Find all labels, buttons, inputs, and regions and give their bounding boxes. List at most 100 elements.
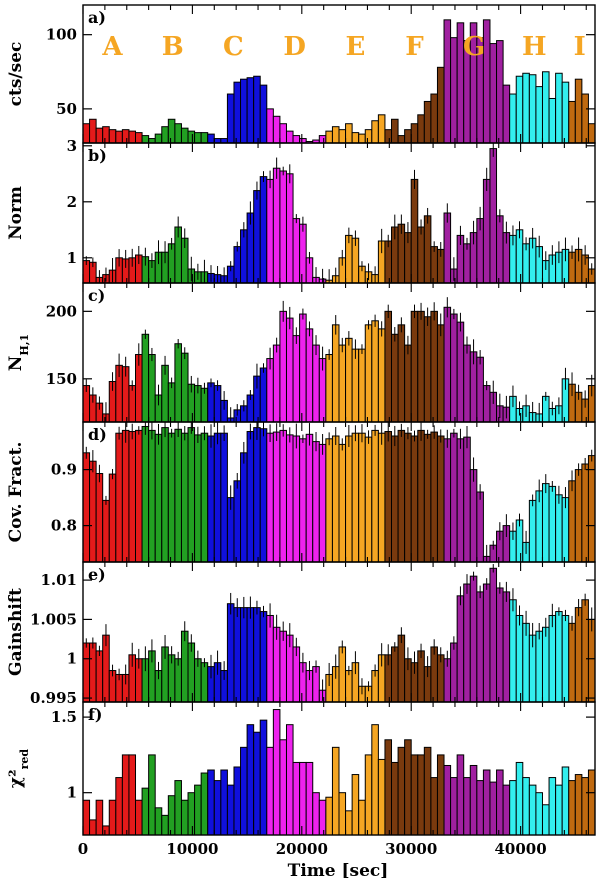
bar [233, 766, 242, 836]
bar [541, 483, 550, 563]
y-tick-label: 3 [67, 137, 77, 155]
bar [128, 754, 137, 836]
segment-label-C: C [223, 32, 244, 62]
bar [574, 774, 583, 836]
bar [443, 19, 452, 144]
bar [555, 494, 563, 563]
y-tick-label: 2 [67, 193, 77, 211]
bar [325, 796, 333, 836]
bar [404, 739, 412, 836]
y-axis-title: cts/sec [6, 42, 26, 107]
segment-label-D: D [283, 32, 306, 62]
x-tick-label: 0 [78, 840, 88, 858]
bar [285, 317, 294, 423]
bar [89, 118, 97, 144]
bar [450, 37, 458, 144]
bar [200, 662, 209, 703]
bar [548, 485, 557, 563]
bar [351, 132, 360, 144]
bar [489, 148, 498, 284]
bar [581, 93, 589, 144]
bar [345, 670, 353, 703]
bar [489, 567, 498, 703]
bar [535, 86, 543, 144]
panel-label: f) [88, 705, 102, 724]
bar [391, 761, 399, 836]
bar [397, 429, 406, 563]
bar [463, 583, 471, 703]
bar [246, 724, 255, 836]
bar [213, 780, 222, 836]
bar [469, 469, 478, 563]
bar [397, 634, 406, 703]
bar [502, 784, 511, 836]
bar [240, 746, 248, 836]
bar [272, 431, 281, 563]
bar [436, 435, 445, 563]
panel-label: e) [88, 565, 106, 584]
bar [450, 642, 458, 703]
bar [568, 480, 576, 563]
bar [502, 591, 511, 703]
bar [325, 354, 333, 423]
bar [266, 178, 274, 284]
bar [318, 443, 327, 563]
bar [95, 127, 104, 144]
bar [141, 787, 150, 836]
bar [397, 324, 406, 423]
bar [240, 452, 248, 563]
error-bars-e [85, 564, 593, 701]
bar [482, 769, 491, 836]
bar [417, 226, 425, 284]
bar [410, 754, 419, 836]
bar [331, 435, 340, 563]
bar [417, 310, 425, 423]
bar [463, 777, 471, 836]
bar [200, 432, 209, 563]
error-bars-d [85, 422, 593, 562]
panel-c: 150 200 c) NH,1 [6, 282, 596, 423]
bar [102, 825, 110, 836]
bar [377, 328, 386, 423]
bar [541, 626, 550, 703]
bar [292, 335, 301, 423]
bar [423, 100, 432, 144]
bar [180, 432, 189, 563]
bar [331, 126, 340, 144]
bar [463, 436, 471, 563]
bar [115, 432, 123, 563]
y-axis-title: NH,1 [6, 334, 31, 371]
bar [509, 599, 517, 703]
y-axis-title: Norm [6, 186, 26, 240]
bar [450, 313, 458, 423]
bar [555, 784, 563, 836]
bar [371, 320, 379, 423]
bars-c [82, 306, 596, 423]
bar [102, 126, 110, 144]
bar [292, 135, 301, 144]
bar [456, 595, 465, 703]
panel-label: d) [88, 425, 107, 444]
bar [476, 491, 484, 563]
bar [568, 780, 576, 836]
bar [384, 739, 393, 836]
bar [436, 324, 445, 423]
bar [299, 313, 307, 423]
bar [167, 118, 176, 144]
bar [121, 429, 130, 563]
bar [535, 630, 543, 703]
bar [194, 434, 202, 563]
bar [89, 819, 97, 836]
panel-frame [82, 701, 596, 836]
bar [161, 427, 169, 563]
bar [541, 71, 550, 144]
bar [463, 344, 471, 423]
y-tick-label: 1 [67, 650, 77, 668]
bar [220, 769, 228, 836]
bar [154, 433, 163, 563]
bar [259, 719, 268, 836]
bar [161, 814, 169, 836]
bar [226, 603, 235, 703]
bar [351, 432, 360, 563]
